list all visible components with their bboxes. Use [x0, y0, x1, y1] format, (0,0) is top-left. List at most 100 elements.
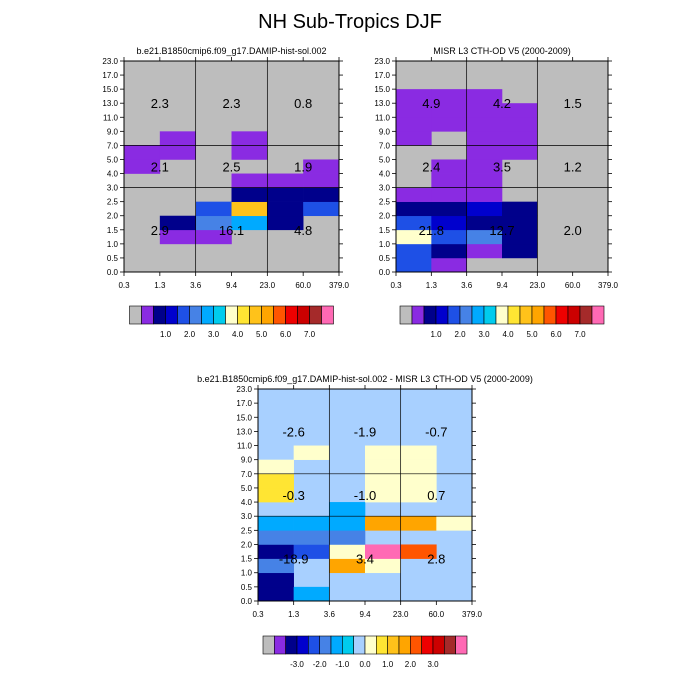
colorbar-swatch [237, 305, 250, 325]
region-value-label: -1.0 [354, 488, 376, 503]
heatmap-cell [431, 201, 467, 217]
heatmap-cell [365, 459, 401, 475]
heatmap-cell [365, 473, 401, 489]
x-tick-label: 379.0 [598, 281, 619, 290]
region-value-label: 0.7 [427, 488, 445, 503]
colorbar-swatch [321, 305, 334, 325]
colorbar-swatch [507, 305, 521, 325]
colorbar-swatch [165, 305, 178, 325]
heatmap-cell [267, 215, 304, 231]
y-tick-label: 0.5 [379, 254, 391, 263]
region-value-label: -0.7 [425, 424, 447, 439]
x-tick-label: 1.3 [288, 610, 300, 619]
heatmap-cell [502, 145, 538, 160]
panel-title: MISR L3 CTH-OD V5 (2000-2009) [433, 46, 571, 56]
colorbar-swatch [189, 305, 202, 325]
y-tick-label: 1.0 [107, 240, 119, 249]
colorbar-swatch [262, 635, 275, 655]
heatmap-cell [466, 243, 503, 259]
colorbar-swatch [567, 305, 581, 325]
heatmap-cell [231, 187, 268, 202]
heatmap-cell [431, 243, 467, 259]
heatmap-cell [396, 103, 432, 118]
heatmap-cell [466, 159, 503, 174]
colorbar-label: 5.0 [526, 330, 538, 339]
heatmap-cell [258, 544, 294, 559]
heatmap-cell [400, 516, 437, 531]
colorbar-swatch [455, 635, 468, 655]
y-tick-label: 2.5 [107, 198, 119, 207]
y-tick-label: 2.5 [241, 526, 253, 535]
heatmap-cell [466, 187, 503, 202]
heatmap-cell [466, 173, 503, 188]
colorbar-swatch [411, 305, 425, 325]
heatmap-cell [365, 544, 401, 559]
heatmap-cell [396, 187, 432, 202]
y-tick-label: 7.0 [107, 141, 119, 150]
heatmap-cell [258, 586, 294, 602]
colorbar-swatch [297, 305, 310, 325]
y-tick-label: 23.0 [374, 57, 390, 66]
panel-model: b.e21.B1850cmip6.f09_g17.DAMIP-hist-sol.… [102, 46, 349, 339]
colorbar-swatch [274, 635, 286, 655]
colorbar-swatch [435, 305, 449, 325]
heatmap-cell [231, 201, 268, 217]
heatmap-cell [303, 187, 340, 202]
colorbar-label: 2.0 [454, 330, 466, 339]
region-value-label: 1.9 [294, 160, 312, 175]
heatmap-cell [303, 201, 340, 217]
y-tick-label: 0.5 [241, 583, 253, 592]
colorbar: -3.0 -2.0 -1.0 0.0 1.0 2.0 3.0 [262, 635, 468, 669]
region-value-label: 3.4 [356, 552, 374, 567]
y-tick-label: 9.0 [107, 127, 119, 136]
region-value-label: 3.5 [493, 160, 511, 175]
heatmap-cell [400, 445, 437, 460]
x-tick-label: 3.6 [190, 281, 202, 290]
colorbar-swatch [399, 305, 413, 325]
heatmap-cell [293, 544, 330, 559]
heatmap-cell [502, 201, 538, 217]
heatmap-cell [466, 89, 503, 104]
heatmap-cell [396, 131, 432, 146]
colorbar-label: -1.0 [335, 660, 349, 669]
y-tick-label: 11.0 [375, 113, 391, 122]
colorbar-swatch [261, 305, 274, 325]
heatmap-cell [396, 117, 432, 132]
heatmap-cell [502, 131, 538, 146]
region-value-label: -2.6 [282, 424, 304, 439]
heatmap-cell [303, 173, 340, 188]
y-tick-label: 5.0 [241, 484, 253, 493]
y-tick-label: 3.0 [241, 512, 253, 521]
x-tick-label: 1.3 [154, 281, 166, 290]
heatmap-cell [258, 572, 294, 588]
colorbar-swatch [296, 635, 309, 655]
y-tick-label: 9.0 [379, 127, 391, 136]
heatmap-cell [267, 201, 304, 217]
colorbar-swatch [432, 635, 445, 655]
heatmap-cell [195, 201, 232, 217]
region-value-label: 1.5 [564, 96, 582, 111]
colorbar-label: -3.0 [290, 660, 304, 669]
y-tick-label: 1.5 [241, 555, 253, 564]
colorbar-swatch [421, 635, 434, 655]
heatmap-cell [431, 187, 467, 202]
heatmap-cell [267, 187, 304, 202]
colorbar-swatch [225, 305, 238, 325]
region-value-label: -18.9 [279, 552, 309, 567]
heatmap-cell [159, 145, 196, 160]
colorbar-swatch [353, 635, 366, 655]
y-tick-label: 4.0 [241, 498, 253, 507]
heatmap-cell [396, 229, 432, 245]
y-tick-label: 23.0 [236, 385, 252, 394]
colorbar-label: 4.0 [232, 330, 244, 339]
figure-title: NH Sub-Tropics DJF [258, 11, 442, 33]
heatmap-cell [431, 89, 467, 104]
heatmap-cell [293, 445, 330, 460]
y-tick-label: 15.0 [374, 85, 390, 94]
panel-title: b.e21.B1850cmip6.f09_g17.DAMIP-hist-sol.… [136, 46, 326, 56]
colorbar-swatch [519, 305, 533, 325]
y-tick-label: 1.0 [241, 569, 253, 578]
colorbar-swatch [398, 635, 411, 655]
y-tick-label: 13.0 [102, 99, 118, 108]
heatmap-cell [258, 459, 294, 475]
